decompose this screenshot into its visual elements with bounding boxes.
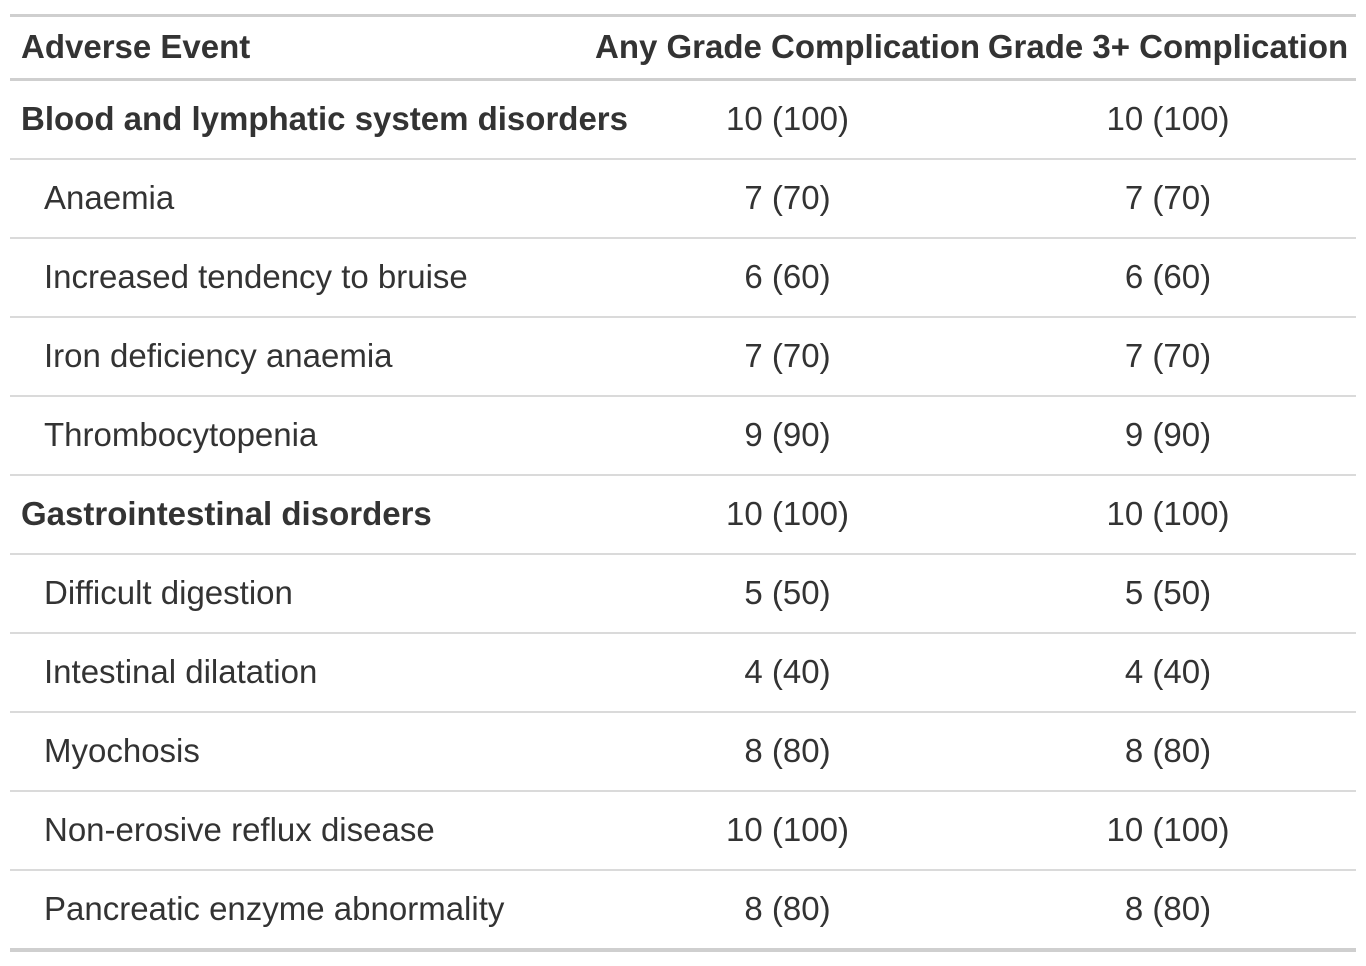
grade3plus-value: 9 (90): [980, 395, 1356, 475]
grade3plus-value: 8 (80): [980, 869, 1356, 950]
table-row: Iron deficiency anaemia 7 (70) 7 (70): [10, 316, 1356, 396]
any-grade-value: 10 (100): [595, 790, 980, 870]
column-header-adverse-event: Adverse Event: [10, 15, 595, 81]
event-name-cell: Blood and lymphatic system disorders: [21, 100, 628, 138]
table-header: Adverse Event Any Grade Complication Gra…: [10, 15, 1356, 81]
event-name-cell: Thrombocytopenia: [10, 395, 595, 475]
any-grade-value: 6 (60): [595, 237, 980, 317]
grade3plus-value: 6 (60): [980, 237, 1356, 317]
table-row: Difficult digestion 5 (50) 5 (50): [10, 553, 1356, 633]
table-row-group: Blood and lymphatic system disorders 10 …: [10, 80, 1356, 160]
event-name-cell: Anaemia: [10, 158, 595, 238]
header-row: Adverse Event Any Grade Complication Gra…: [10, 15, 1356, 81]
column-header-any-grade: Any Grade Complication: [595, 15, 980, 81]
grade3plus-value: 10 (100): [980, 790, 1356, 870]
table-row: Myochosis 8 (80) 8 (80): [10, 711, 1356, 791]
event-name-cell: Myochosis: [10, 711, 595, 791]
table-row: Thrombocytopenia 9 (90) 9 (90): [10, 395, 1356, 475]
event-name-cell: Pancreatic enzyme abnormality: [10, 869, 595, 950]
event-name-cell: Non-erosive reflux disease: [10, 790, 595, 870]
any-grade-value: 8 (80): [595, 711, 980, 791]
any-grade-value: 7 (70): [595, 158, 980, 238]
any-grade-value: 7 (70): [595, 316, 980, 396]
grade3plus-value: 5 (50): [980, 553, 1356, 633]
grade3plus-value: 4 (40): [980, 632, 1356, 712]
event-name-cell: Gastrointestinal disorders: [10, 474, 595, 554]
table-row: Non-erosive reflux disease 10 (100) 10 (…: [10, 790, 1356, 870]
any-grade-value: 10 (100): [726, 100, 849, 138]
any-grade-value: 4 (40): [595, 632, 980, 712]
table-row: Pancreatic enzyme abnormality 8 (80) 8 (…: [10, 869, 1356, 950]
any-grade-value: 9 (90): [595, 395, 980, 475]
grade3plus-value: 7 (70): [980, 316, 1356, 396]
adverse-events-table: Adverse Event Any Grade Complication Gra…: [10, 14, 1356, 952]
grade3plus-value: 10 (100): [980, 474, 1356, 554]
event-name-cell: Intestinal dilatation: [10, 632, 595, 712]
grade3plus-value: 8 (80): [980, 711, 1356, 791]
event-name-cell: Difficult digestion: [10, 553, 595, 633]
grade3plus-value: 7 (70): [980, 158, 1356, 238]
table-row: Intestinal dilatation 4 (40) 4 (40): [10, 632, 1356, 712]
any-grade-value: 5 (50): [595, 553, 980, 633]
event-name-cell: Increased tendency to bruise: [10, 237, 595, 317]
grade3plus-value: 10 (100): [1106, 100, 1230, 138]
table-row: Increased tendency to bruise 6 (60) 6 (6…: [10, 237, 1356, 317]
any-grade-value: 10 (100): [595, 474, 980, 554]
table-row-group: Gastrointestinal disorders 10 (100) 10 (…: [10, 474, 1356, 554]
any-grade-value: 8 (80): [595, 869, 980, 950]
column-header-grade3plus: Grade 3+ Complication: [980, 15, 1356, 81]
event-name-cell: Iron deficiency anaemia: [10, 316, 595, 396]
table-row: Anaemia 7 (70) 7 (70): [10, 158, 1356, 238]
table-body: Blood and lymphatic system disorders 10 …: [10, 80, 1356, 950]
